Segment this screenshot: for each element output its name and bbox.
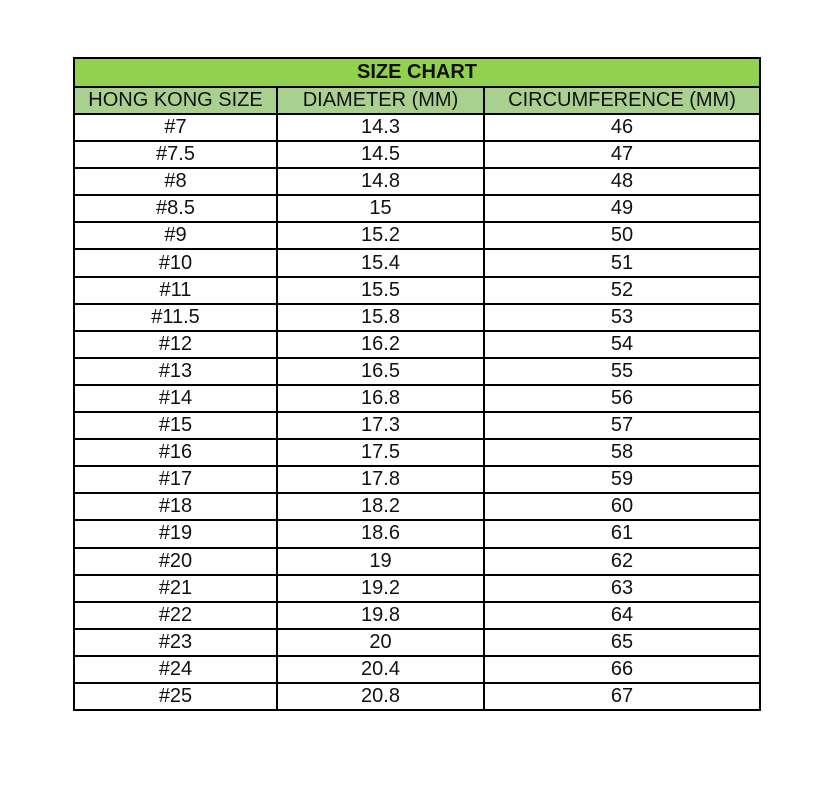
table-row: #17 17.8 59 (73, 465, 762, 495)
table-row: #7.5 14.5 47 (73, 140, 762, 170)
diameter-cell: 19.2 (276, 573, 485, 603)
hong-kong-size-cell: #25 (73, 681, 278, 712)
table-row: #15 17.3 57 (73, 411, 762, 441)
diameter-cell: 17.5 (276, 438, 485, 468)
hong-kong-size-cell: #15 (73, 411, 278, 441)
hong-kong-size-cell: #10 (73, 248, 278, 278)
table-row: #19 18.6 61 (73, 519, 762, 549)
hong-kong-size-cell: #17 (73, 465, 278, 495)
hong-kong-size-cell: #13 (73, 356, 278, 386)
hong-kong-size-cell: #14 (73, 383, 278, 414)
circumference-cell: 53 (482, 302, 762, 332)
size-chart-table: SIZE CHART HONG KONG SIZE DIAMETER (MM) … (72, 57, 762, 712)
table-row: #8.5 15 49 (73, 194, 762, 224)
circumference-cell: 60 (482, 492, 762, 522)
circumference-cell: 63 (482, 573, 762, 603)
circumference-cell: 59 (482, 465, 762, 495)
circumference-cell: 61 (482, 519, 762, 549)
circumference-cell: 57 (482, 411, 762, 441)
diameter-cell: 17.3 (276, 411, 485, 441)
circumference-cell: 54 (482, 329, 762, 359)
diameter-cell: 16.5 (276, 356, 485, 386)
table-row: #8 14.8 48 (73, 167, 762, 197)
table-row: #9 15.2 50 (73, 221, 762, 251)
diameter-cell: 17.8 (276, 465, 485, 495)
diameter-cell: 19 (276, 546, 485, 576)
table-row: #20 19 62 (73, 546, 762, 576)
circumference-cell: 48 (482, 167, 762, 197)
hong-kong-size-cell: #8 (73, 167, 278, 197)
diameter-cell: 14.3 (276, 112, 485, 143)
table-row: #23 20 65 (73, 627, 762, 657)
table-row: #18 18.2 60 (73, 492, 762, 522)
table-row: #24 20.4 66 (73, 654, 762, 684)
table-row: #14 16.8 56 (73, 383, 762, 414)
diameter-cell: 16.2 (276, 329, 485, 359)
circumference-cell: 64 (482, 600, 762, 630)
diameter-cell: 15.4 (276, 248, 485, 278)
circumference-cell: 46 (482, 112, 762, 143)
hong-kong-size-cell: #24 (73, 654, 278, 684)
diameter-cell: 15 (276, 194, 485, 224)
circumference-cell: 58 (482, 438, 762, 468)
table-title: SIZE CHART (72, 57, 762, 88)
column-header-hong-kong-size: HONG KONG SIZE (73, 86, 278, 115)
column-header-diameter: DIAMETER (MM) (276, 86, 485, 115)
circumference-cell: 47 (482, 140, 762, 170)
diameter-cell: 14.8 (276, 167, 485, 197)
diameter-cell: 16.8 (276, 383, 485, 414)
hong-kong-size-cell: #11.5 (73, 302, 278, 332)
hong-kong-size-cell: #11 (73, 275, 278, 305)
hong-kong-size-cell: #22 (73, 600, 278, 630)
circumference-cell: 67 (482, 681, 762, 712)
hong-kong-size-cell: #7.5 (73, 140, 278, 170)
hong-kong-size-cell: #20 (73, 546, 278, 576)
circumference-cell: 62 (482, 546, 762, 576)
circumference-cell: 55 (482, 356, 762, 386)
circumference-cell: 56 (482, 383, 762, 414)
diameter-cell: 14.5 (276, 140, 485, 170)
circumference-cell: 65 (482, 627, 762, 657)
table-row: #22 19.8 64 (73, 600, 762, 630)
hong-kong-size-cell: #23 (73, 627, 278, 657)
diameter-cell: 15.2 (276, 221, 485, 251)
table-row: #11.5 15.8 53 (73, 302, 762, 332)
circumference-cell: 52 (482, 275, 762, 305)
table-row: #16 17.5 58 (73, 438, 762, 468)
hong-kong-size-cell: #7 (73, 112, 278, 143)
circumference-cell: 66 (482, 654, 762, 684)
table-row: #11 15.5 52 (73, 275, 762, 305)
diameter-cell: 15.5 (276, 275, 485, 305)
circumference-cell: 50 (482, 221, 762, 251)
table-row: #25 20.8 67 (73, 681, 762, 712)
diameter-cell: 20.4 (276, 654, 485, 684)
hong-kong-size-cell: #19 (73, 519, 278, 549)
hong-kong-size-cell: #12 (73, 329, 278, 359)
table-row: #10 15.4 51 (73, 248, 762, 278)
table-row: #21 19.2 63 (73, 573, 762, 603)
hong-kong-size-cell: #9 (73, 221, 278, 251)
diameter-cell: 18.6 (276, 519, 485, 549)
circumference-cell: 51 (482, 248, 762, 278)
table-row: #13 16.5 55 (73, 356, 762, 386)
table-row: #12 16.2 54 (73, 329, 762, 359)
diameter-cell: 20.8 (276, 681, 485, 712)
hong-kong-size-cell: #21 (73, 573, 278, 603)
diameter-cell: 20 (276, 627, 485, 657)
table-row: #7 14.3 46 (73, 112, 762, 143)
title-row: SIZE CHART (72, 57, 762, 88)
header-row: HONG KONG SIZE DIAMETER (MM) CIRCUMFEREN… (73, 86, 762, 115)
circumference-cell: 49 (482, 194, 762, 224)
hong-kong-size-cell: #8.5 (73, 194, 278, 224)
diameter-cell: 18.2 (276, 492, 485, 522)
hong-kong-size-cell: #18 (73, 492, 278, 522)
diameter-cell: 19.8 (276, 600, 485, 630)
hong-kong-size-cell: #16 (73, 438, 278, 468)
column-header-circumference: CIRCUMFERENCE (MM) (482, 86, 762, 115)
diameter-cell: 15.8 (276, 302, 485, 332)
